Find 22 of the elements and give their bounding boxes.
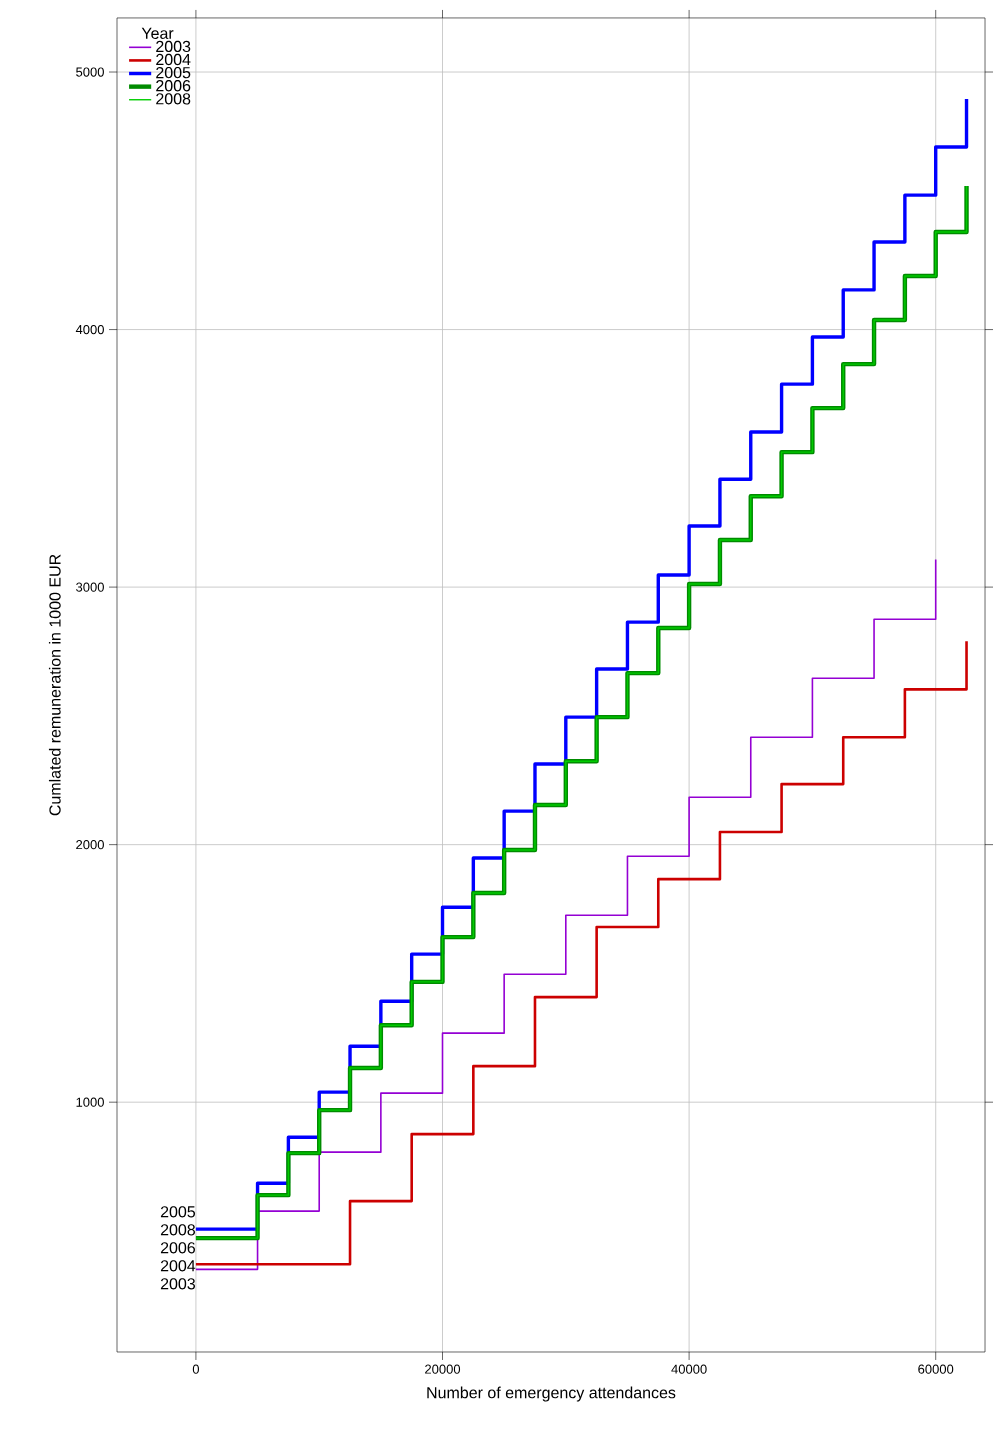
x-tick-label: 60000 — [918, 1364, 954, 1374]
y-tick-label: 2000 — [76, 840, 104, 850]
text: 2004 — [160, 1260, 196, 1272]
text: 2005 — [160, 1206, 196, 1218]
legend-label: 2003 — [156, 40, 191, 53]
legend-label: 2004 — [156, 53, 191, 66]
text: 2008 — [160, 1224, 196, 1236]
y-tick-label: 4000 — [75, 324, 104, 335]
x-axis-title: Number of emergency attendances — [427, 1386, 676, 1402]
legend-label: 2008 — [156, 93, 191, 105]
y-tick-label: 1000 — [76, 1097, 104, 1107]
text: 2003 — [160, 1278, 196, 1290]
y-tick-label: 3000 — [76, 582, 104, 592]
legend-label: 2006 — [156, 80, 191, 92]
text: 2006 — [160, 1242, 196, 1254]
x-tick-label: 40000 — [671, 1364, 707, 1374]
y-tick-label: 5000 — [76, 67, 104, 77]
legend-label: 2005 — [156, 66, 191, 79]
y-axis-title: Cumlated remuneration in 1000 EUR — [48, 554, 61, 816]
x-tick-label: 0 — [192, 1364, 200, 1374]
legend-title: Year — [141, 27, 174, 39]
x-tick-label: 20000 — [425, 1364, 461, 1374]
